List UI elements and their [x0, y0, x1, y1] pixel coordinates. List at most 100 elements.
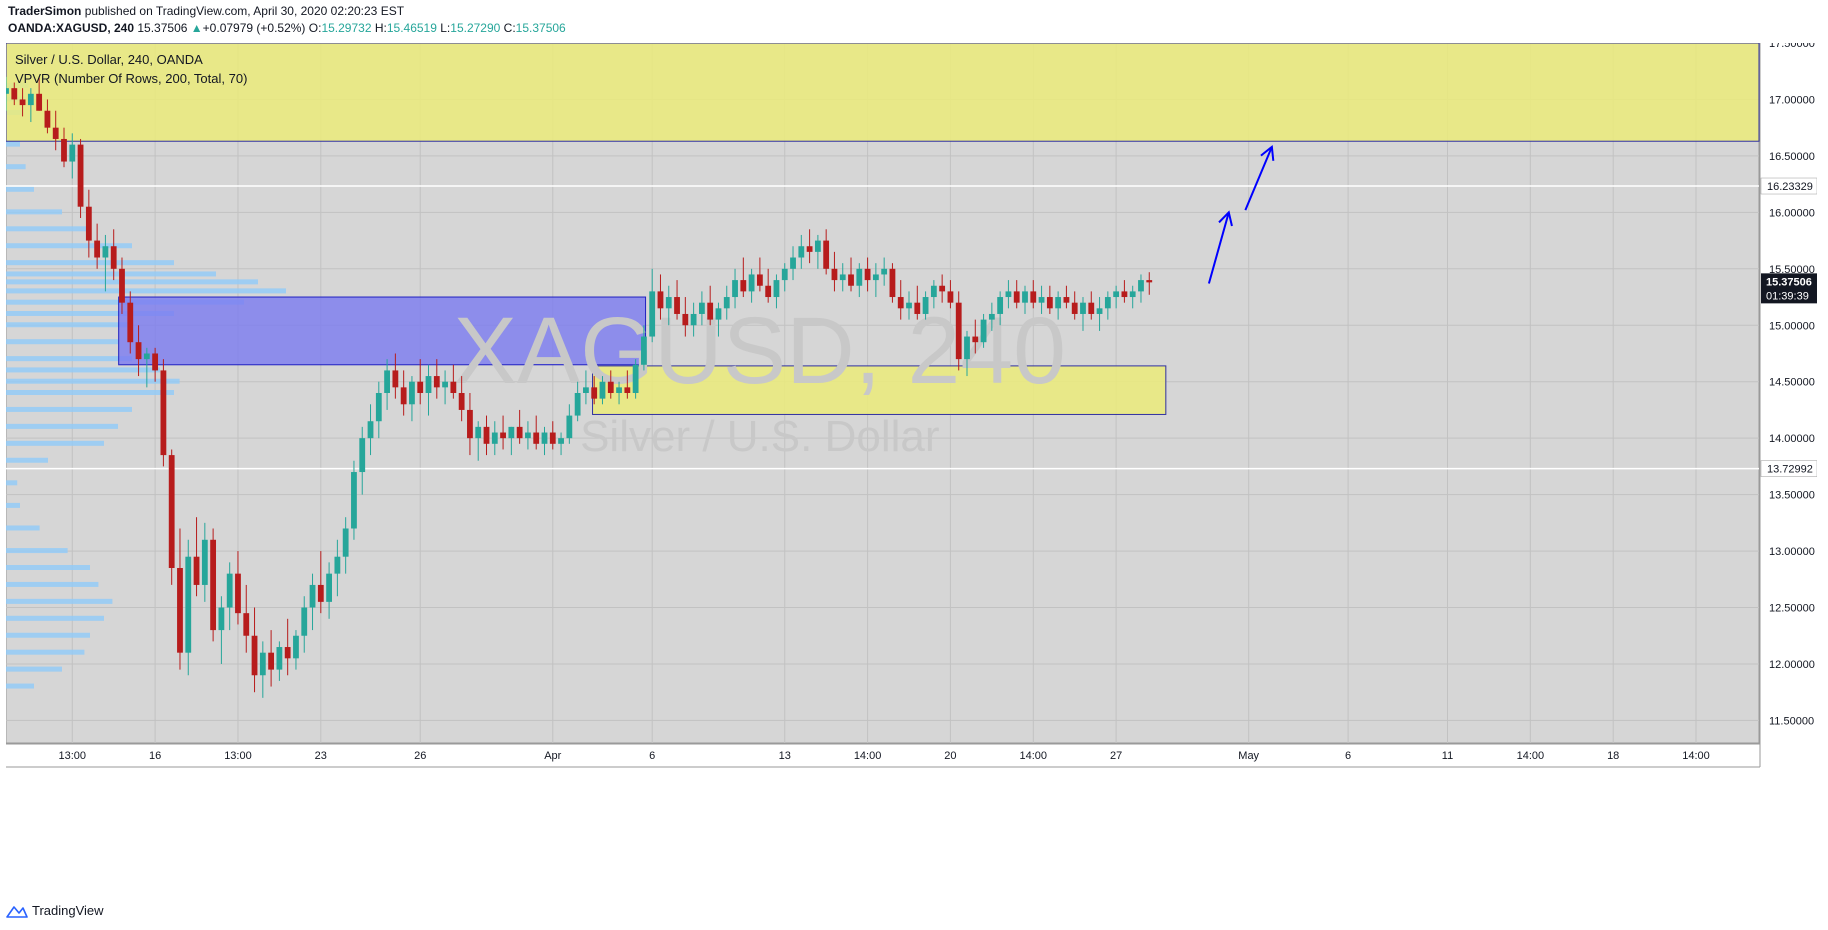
time-tick-label: 20: [944, 750, 956, 762]
candle-body: [922, 297, 929, 314]
candle-body: [268, 652, 275, 670]
candle-body: [475, 426, 482, 439]
candle-body: [243, 613, 250, 636]
time-tick-label: 14:00: [1020, 750, 1048, 762]
candle-body: [69, 144, 76, 162]
candle-body: [1104, 297, 1111, 309]
candle-body: [392, 370, 399, 388]
candle-body: [707, 302, 714, 320]
time-tick-label: 6: [649, 750, 655, 762]
volume-bar: [6, 502, 20, 508]
arrow-head: [1260, 144, 1275, 161]
candle-body: [127, 302, 134, 343]
candle-body: [284, 647, 291, 659]
candle-body: [442, 381, 448, 388]
candle-body: [375, 393, 382, 422]
price-axis[interactable]: 17.50000 17.00000 16.50000 16.00000 15.50000…: [1759, 43, 1817, 767]
last-price: 15.37506: [137, 21, 188, 35]
candle-body: [864, 268, 871, 281]
time-tick-label: 23: [315, 750, 327, 762]
time-tick-label: 13:00: [224, 750, 252, 762]
candle-body: [317, 584, 324, 602]
candle-body: [1080, 302, 1086, 314]
price-tick-label: 16.00000: [1769, 207, 1815, 219]
candle-body: [433, 376, 440, 388]
footer-brand[interactable]: TradingView: [6, 903, 104, 918]
candle-body: [897, 297, 904, 309]
candle-body: [624, 387, 631, 393]
candle-body: [583, 387, 589, 393]
candle-body: [1030, 291, 1037, 303]
close-value: 15.37506: [515, 21, 566, 35]
candle-body: [657, 291, 664, 309]
candle-body: [193, 556, 200, 585]
volume-bar: [6, 632, 90, 638]
volume-bar: [6, 288, 286, 294]
projection-arrows: [1207, 144, 1275, 284]
candle-body: [85, 206, 92, 241]
candle-body: [972, 336, 979, 343]
candle-body: [508, 426, 515, 439]
grid-lines: [6, 43, 1759, 743]
candle-body: [599, 381, 606, 399]
price-chart[interactable]: XAGUSD, 240 Silver / U.S. Dollar 17.5000…: [6, 43, 1817, 894]
candle-body: [1129, 291, 1136, 298]
volume-bar: [6, 649, 85, 655]
candle-body: [516, 426, 523, 439]
candle-body: [947, 291, 954, 303]
time-tick-label: May: [1238, 750, 1259, 762]
candle-body: [1138, 280, 1144, 292]
candle-body: [823, 240, 830, 269]
candle-body: [500, 432, 506, 439]
candle-body: [906, 302, 912, 309]
time-tick-label: 16: [149, 750, 161, 762]
volume-bar: [6, 164, 26, 170]
candle-body: [367, 421, 374, 439]
legend-title: Silver / U.S. Dollar, 240, OANDA: [15, 52, 203, 67]
candle-body: [276, 647, 283, 670]
candle-body: [939, 285, 946, 292]
legend-indicator: VPVR (Number Of Rows, 200, Total, 70): [15, 71, 248, 86]
time-axis[interactable]: 13:00 16 13:00 23 26 Apr 6 13 14:00 20 14:00 27 May 6…: [6, 743, 1760, 768]
candle-body: [889, 268, 896, 298]
candle-body: [168, 455, 175, 568]
price-tick-label: 17.50000: [1769, 43, 1815, 50]
time-tick-label: 18: [1607, 750, 1619, 762]
candle-body: [790, 257, 796, 269]
price-tick-label: 15.00000: [1769, 320, 1815, 332]
candle-body: [649, 291, 656, 337]
price-tick-label: 14.50000: [1769, 377, 1815, 389]
zone-yellow: [6, 43, 1760, 142]
candle-body: [177, 568, 183, 653]
time-tick-label: 27: [1110, 750, 1122, 762]
candle-body: [541, 432, 548, 444]
open-value: 15.29732: [321, 21, 372, 35]
zones: [6, 43, 1760, 415]
tradingview-logo-icon: [6, 905, 28, 918]
author-name: TraderSimon: [8, 4, 82, 18]
volume-bar: [6, 271, 216, 277]
candle-body: [483, 426, 490, 444]
candle-body: [732, 280, 738, 298]
candle-body: [814, 240, 821, 252]
candle-body: [44, 110, 51, 128]
candle-body: [185, 556, 192, 653]
volume-bar: [6, 598, 113, 604]
volume-bar: [6, 548, 68, 554]
level-label: 13.72992: [1767, 464, 1813, 476]
candle-body: [102, 246, 109, 258]
candle-body: [914, 302, 921, 314]
candle-body: [674, 297, 680, 314]
candle-body: [1121, 291, 1128, 298]
candle-body: [326, 573, 332, 602]
level-label: 16.23329: [1767, 181, 1813, 193]
level-label-bg: [1760, 460, 1817, 477]
candle-body: [19, 99, 26, 106]
arrow-shaft: [1207, 212, 1230, 284]
time-tick-label: 13:00: [59, 750, 87, 762]
candle-body: [309, 584, 316, 608]
zone-yellow: [592, 365, 1167, 415]
candle-body: [566, 415, 573, 439]
candle-body: [467, 409, 473, 439]
candle-body: [384, 370, 390, 393]
